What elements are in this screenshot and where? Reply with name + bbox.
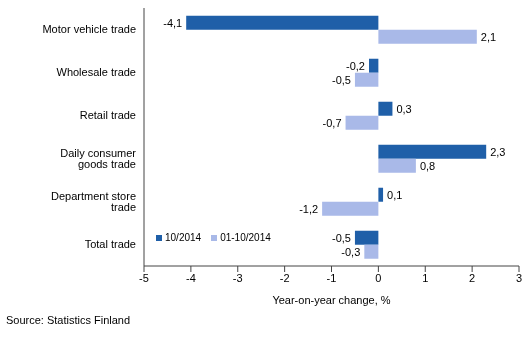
svg-text:-0,2: -0,2	[346, 60, 365, 72]
svg-text:1: 1	[422, 272, 428, 284]
svg-text:0,3: 0,3	[396, 103, 411, 115]
svg-text:Department storetrade: Department storetrade	[51, 190, 136, 213]
svg-text:-3: -3	[233, 272, 243, 284]
svg-text:-1,2: -1,2	[299, 203, 318, 215]
html-text:01-10/2014: 01-10/2014	[220, 232, 271, 243]
svg-text:-1: -1	[327, 272, 337, 284]
html-text:Source: Statistics Finland: Source: Statistics Finland	[6, 314, 131, 326]
svg-text:Total trade: Total trade	[85, 238, 136, 250]
svg-text:2: 2	[469, 272, 475, 284]
svg-text:0,8: 0,8	[420, 160, 435, 172]
svg-text:-5: -5	[139, 272, 149, 284]
svg-text:-0,3: -0,3	[341, 246, 360, 258]
svg-text:Wholesale trade: Wholesale trade	[57, 66, 137, 78]
svg-text:-0,5: -0,5	[332, 232, 351, 244]
svg-text:Retail trade: Retail trade	[80, 109, 136, 121]
svg-text:Motor vehicle trade: Motor vehicle trade	[42, 23, 136, 35]
svg-text:3: 3	[516, 272, 522, 284]
svg-text:-4,1: -4,1	[163, 17, 182, 29]
svg-text:-0,7: -0,7	[323, 117, 342, 129]
svg-text:2,1: 2,1	[481, 31, 496, 43]
svg-text:-2: -2	[280, 272, 290, 284]
svg-text:-4: -4	[186, 272, 196, 284]
svg-text:0: 0	[375, 272, 381, 284]
svg-text:2,3: 2,3	[490, 146, 505, 158]
svg-text:Year-on-year change, %: Year-on-year change, %	[272, 294, 390, 306]
html-text:10/2014: 10/2014	[165, 232, 202, 243]
svg-text:-0,5: -0,5	[332, 74, 351, 86]
svg-text:0,1: 0,1	[387, 189, 402, 201]
svg-text:Daily consumergoods trade: Daily consumergoods trade	[60, 147, 136, 170]
